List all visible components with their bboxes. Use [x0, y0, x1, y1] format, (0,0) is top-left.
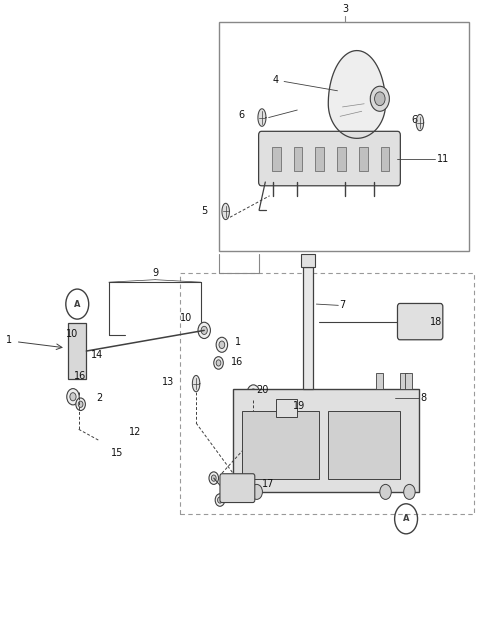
Text: 16: 16	[74, 371, 86, 381]
Circle shape	[211, 475, 216, 481]
Polygon shape	[192, 375, 200, 392]
Bar	[294, 147, 302, 171]
Text: 9: 9	[152, 268, 158, 278]
Circle shape	[374, 92, 385, 105]
Text: 1: 1	[6, 336, 12, 345]
Text: 18: 18	[430, 317, 442, 327]
Circle shape	[72, 354, 82, 367]
Bar	[405, 373, 412, 389]
Polygon shape	[222, 203, 229, 220]
Circle shape	[74, 341, 80, 348]
Bar	[400, 373, 407, 389]
Circle shape	[404, 485, 415, 499]
Bar	[242, 411, 319, 480]
Circle shape	[72, 338, 83, 352]
Text: 14: 14	[91, 350, 103, 360]
FancyBboxPatch shape	[259, 131, 400, 186]
Text: 4: 4	[273, 75, 337, 91]
Text: 19: 19	[293, 401, 306, 411]
Text: 15: 15	[111, 448, 123, 458]
Text: 2: 2	[96, 393, 102, 403]
Circle shape	[67, 389, 79, 405]
Circle shape	[201, 326, 207, 334]
Bar	[315, 147, 324, 171]
Text: 13: 13	[162, 377, 174, 387]
Bar	[180, 273, 474, 514]
Bar	[276, 399, 297, 416]
Circle shape	[216, 360, 221, 366]
Circle shape	[215, 494, 225, 506]
Polygon shape	[328, 50, 385, 138]
Text: A: A	[403, 514, 409, 523]
Bar	[337, 147, 346, 171]
Bar	[376, 373, 383, 389]
Text: A: A	[74, 300, 81, 309]
Circle shape	[217, 497, 222, 503]
Circle shape	[370, 86, 389, 111]
Polygon shape	[416, 114, 424, 131]
Circle shape	[198, 322, 210, 338]
Bar	[272, 147, 281, 171]
Bar	[359, 147, 368, 171]
Circle shape	[251, 485, 263, 499]
FancyBboxPatch shape	[220, 474, 255, 502]
Text: 10: 10	[180, 313, 192, 323]
Text: 5: 5	[201, 206, 207, 216]
Bar	[328, 411, 400, 480]
Circle shape	[247, 385, 260, 401]
Circle shape	[281, 403, 286, 410]
Circle shape	[70, 392, 76, 401]
Bar	[303, 266, 313, 389]
Text: 8: 8	[420, 393, 427, 403]
Circle shape	[76, 398, 85, 411]
Bar	[218, 22, 469, 251]
Text: 10: 10	[66, 329, 78, 339]
Text: 17: 17	[262, 480, 274, 490]
Bar	[301, 254, 315, 266]
Circle shape	[279, 400, 288, 413]
Bar	[68, 323, 86, 379]
Circle shape	[380, 485, 391, 499]
Text: 12: 12	[129, 427, 142, 437]
Bar	[381, 147, 389, 171]
Text: 7: 7	[339, 300, 346, 310]
Circle shape	[78, 401, 83, 408]
Circle shape	[75, 357, 80, 363]
Bar	[233, 389, 419, 492]
Text: 11: 11	[437, 154, 449, 164]
Circle shape	[216, 338, 228, 352]
Polygon shape	[258, 109, 266, 126]
Text: 1: 1	[235, 337, 241, 346]
Circle shape	[219, 341, 225, 348]
FancyBboxPatch shape	[397, 304, 443, 339]
Circle shape	[250, 389, 256, 397]
Text: 20: 20	[257, 386, 269, 396]
Circle shape	[209, 472, 218, 485]
Circle shape	[214, 357, 223, 369]
Text: 16: 16	[231, 357, 244, 367]
Text: 6: 6	[412, 115, 418, 125]
Text: 6: 6	[238, 110, 244, 120]
Text: 3: 3	[342, 4, 348, 14]
